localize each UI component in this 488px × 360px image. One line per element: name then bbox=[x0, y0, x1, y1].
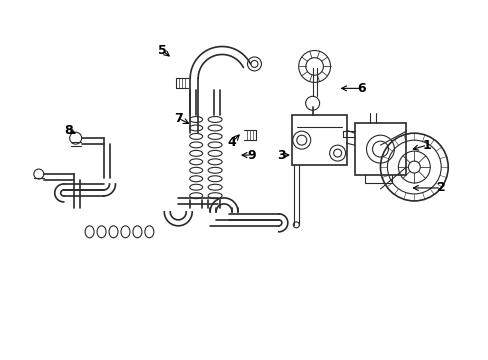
Text: 1: 1 bbox=[422, 139, 431, 152]
Circle shape bbox=[407, 161, 420, 173]
Text: 3: 3 bbox=[277, 149, 285, 162]
Text: 6: 6 bbox=[357, 82, 365, 95]
Bar bbox=[354, 123, 406, 175]
Text: 9: 9 bbox=[247, 149, 256, 162]
Text: 8: 8 bbox=[64, 124, 73, 137]
Text: 7: 7 bbox=[174, 112, 182, 125]
Text: 4: 4 bbox=[227, 136, 236, 149]
Text: 5: 5 bbox=[158, 44, 166, 57]
Bar bbox=[291, 115, 346, 165]
Text: 2: 2 bbox=[436, 181, 445, 194]
